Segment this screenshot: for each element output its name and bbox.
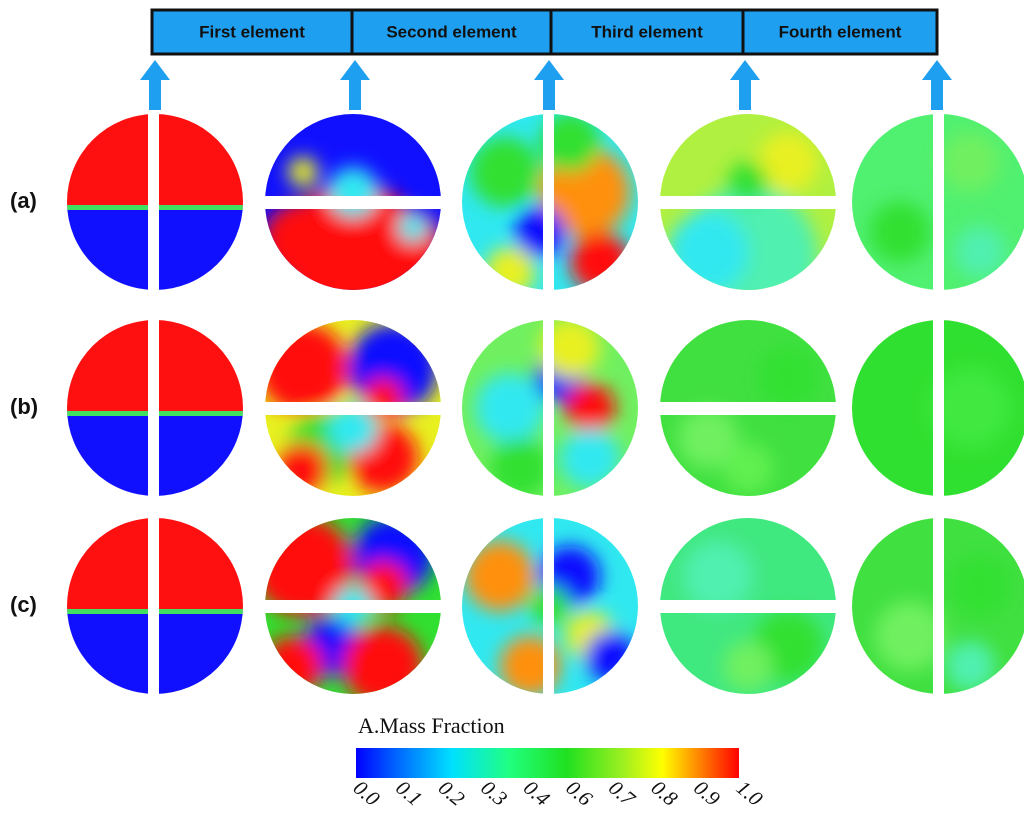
blob — [723, 641, 773, 691]
blob — [668, 212, 748, 292]
blob — [940, 132, 1000, 192]
contour-disc — [660, 114, 836, 327]
gap — [933, 514, 944, 698]
arrow — [340, 60, 370, 110]
blob — [263, 636, 323, 696]
blob — [258, 323, 348, 413]
gap — [656, 196, 840, 209]
element-label: Second element — [386, 22, 517, 41]
colorbar-label: 0.8 — [647, 775, 683, 811]
blob — [465, 541, 535, 611]
row-label: (a) — [10, 188, 37, 213]
blob — [570, 232, 630, 292]
blob — [955, 227, 1005, 277]
contour-grid — [67, 110, 1024, 706]
colorbar-label: 1.0 — [732, 775, 768, 811]
blob — [870, 202, 930, 262]
blob — [560, 428, 620, 488]
gap — [933, 316, 944, 500]
gap — [933, 110, 944, 294]
blob — [565, 383, 615, 433]
arrow — [730, 60, 760, 110]
blob — [328, 167, 378, 217]
header: First element Second element Third element… — [140, 10, 952, 110]
colorbar-label: 0.2 — [434, 775, 470, 811]
blob — [945, 641, 995, 691]
blob — [758, 348, 818, 408]
arrow — [922, 60, 952, 110]
gap — [261, 402, 445, 415]
gap — [148, 110, 159, 294]
contour-disc — [263, 114, 443, 322]
gap — [148, 316, 159, 500]
colorbar-title: A.Mass Fraction — [358, 713, 505, 738]
gap — [148, 514, 159, 698]
gap — [543, 514, 554, 698]
blob — [278, 443, 328, 493]
gap — [543, 110, 554, 294]
blob — [475, 373, 545, 443]
element-label: Fourth element — [779, 22, 902, 41]
colorbar-label: 0.4 — [519, 775, 555, 811]
figure: First element Second element Third element… — [0, 0, 1024, 821]
colorbar-label: 0.1 — [391, 775, 427, 810]
gap — [656, 402, 840, 415]
blob — [288, 157, 318, 187]
colorbar-label: 0.6 — [562, 775, 598, 811]
element-label: Third element — [591, 22, 703, 41]
colorbar-label: 0.3 — [476, 775, 512, 810]
arrow — [140, 60, 170, 110]
blob — [398, 212, 428, 242]
blob — [723, 443, 773, 493]
blob — [470, 137, 540, 207]
element-label: First element — [199, 22, 305, 41]
blob — [485, 247, 535, 297]
blob — [490, 438, 550, 498]
colorbar-label: 0.9 — [689, 775, 725, 811]
colorbar-gradient — [356, 748, 739, 778]
blob — [263, 202, 343, 282]
blob — [515, 207, 565, 257]
colorbar-label: 0.0 — [349, 775, 385, 811]
row-label: (b) — [10, 394, 38, 419]
gap — [543, 316, 554, 500]
blob — [343, 626, 423, 706]
row-labels: (a) (b) (c) — [10, 188, 38, 617]
arrow — [534, 60, 564, 110]
gap — [656, 600, 840, 613]
gap — [261, 600, 445, 613]
row-label: (c) — [10, 592, 37, 617]
blob — [950, 556, 1010, 616]
blob — [585, 631, 635, 681]
gap — [261, 196, 445, 209]
colorbar-label: 0.7 — [604, 775, 641, 811]
